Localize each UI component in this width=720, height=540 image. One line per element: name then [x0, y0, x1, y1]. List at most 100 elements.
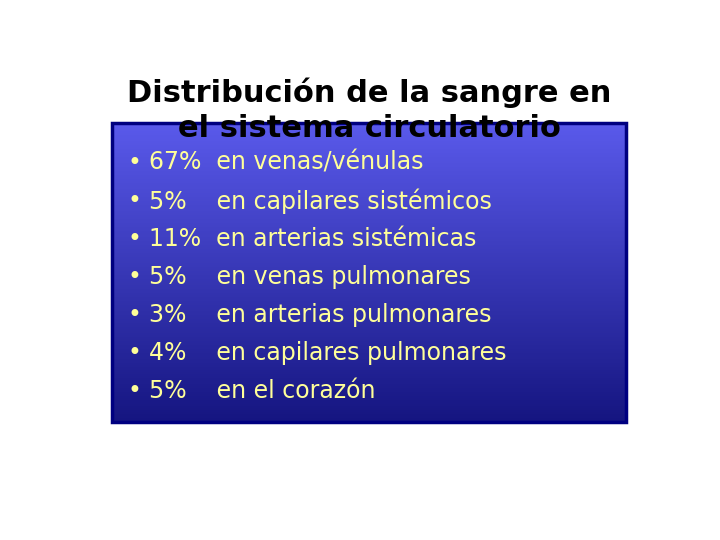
Bar — [112, 382, 626, 384]
Bar — [112, 203, 626, 205]
Bar — [112, 169, 626, 171]
Bar — [112, 237, 626, 239]
Bar — [112, 333, 626, 335]
Bar — [112, 173, 626, 175]
Bar — [112, 404, 626, 407]
Bar — [112, 191, 626, 193]
Text: 5%    en el corazón: 5% en el corazón — [148, 379, 375, 403]
Bar — [112, 233, 626, 235]
Text: 11%  en arterias sistémicas: 11% en arterias sistémicas — [148, 227, 476, 251]
Bar — [112, 330, 626, 333]
Bar — [112, 215, 626, 217]
Bar — [112, 381, 626, 382]
Bar — [112, 179, 626, 181]
Bar — [112, 273, 626, 275]
Bar — [112, 253, 626, 255]
Text: Distribución de la sangre en
el sistema circulatorio: Distribución de la sangre en el sistema … — [127, 77, 611, 143]
Bar — [112, 125, 626, 127]
Bar — [112, 177, 626, 179]
Bar — [112, 276, 626, 279]
Bar — [112, 171, 626, 173]
Bar — [112, 147, 626, 149]
Bar — [112, 348, 626, 350]
Bar — [112, 227, 626, 229]
Bar — [112, 269, 626, 271]
Text: 5%    en venas pulmonares: 5% en venas pulmonares — [148, 265, 470, 289]
Bar — [112, 197, 626, 199]
Bar — [112, 319, 626, 321]
Bar — [112, 223, 626, 225]
Bar — [112, 327, 626, 328]
Bar — [112, 336, 626, 339]
Text: •: • — [127, 189, 142, 213]
Bar — [112, 361, 626, 362]
Bar — [112, 370, 626, 373]
Bar — [112, 205, 626, 207]
Bar — [112, 393, 626, 394]
Bar — [112, 316, 626, 319]
Bar — [112, 213, 626, 215]
Bar — [112, 159, 626, 161]
Bar — [112, 291, 626, 293]
Bar — [112, 342, 626, 345]
Bar — [112, 249, 626, 251]
Bar — [112, 379, 626, 381]
Bar — [112, 193, 626, 195]
Bar — [112, 239, 626, 241]
Text: 4%    en capilares pulmonares: 4% en capilares pulmonares — [148, 341, 506, 365]
Text: •: • — [127, 303, 142, 327]
Bar — [112, 199, 626, 201]
Bar — [112, 207, 626, 209]
Text: 3%    en arterias pulmonares: 3% en arterias pulmonares — [148, 303, 491, 327]
Bar — [112, 388, 626, 390]
Bar — [112, 145, 626, 147]
Bar — [112, 161, 626, 163]
Bar — [112, 282, 626, 285]
Bar — [112, 183, 626, 185]
Bar — [112, 353, 626, 355]
Bar — [112, 221, 626, 223]
Text: 5%    en capilares sistémicos: 5% en capilares sistémicos — [148, 188, 492, 214]
Bar — [112, 141, 626, 143]
Bar — [112, 135, 626, 137]
Bar — [112, 175, 626, 177]
Bar — [112, 271, 626, 273]
Bar — [112, 231, 626, 233]
Bar — [112, 335, 626, 336]
Bar — [112, 307, 626, 309]
Bar — [112, 418, 626, 421]
Text: •: • — [127, 265, 142, 289]
Bar — [112, 299, 626, 301]
Bar — [112, 355, 626, 356]
Bar — [112, 295, 626, 296]
Bar — [112, 310, 626, 313]
Bar — [112, 259, 626, 261]
Bar — [112, 279, 626, 281]
Bar — [112, 413, 626, 414]
Bar — [112, 129, 626, 131]
Bar — [112, 163, 626, 165]
Bar — [112, 256, 626, 259]
Bar — [112, 133, 626, 135]
Bar — [112, 247, 626, 249]
Bar — [112, 359, 626, 361]
Bar — [112, 345, 626, 347]
Bar — [112, 251, 626, 253]
Bar — [112, 421, 626, 422]
Bar — [112, 401, 626, 402]
Bar — [112, 151, 626, 153]
Bar — [112, 407, 626, 408]
Bar — [112, 285, 626, 287]
Bar — [112, 225, 626, 227]
Bar — [112, 157, 626, 159]
Bar — [112, 181, 626, 183]
Bar — [112, 245, 626, 247]
Bar — [112, 123, 626, 422]
Bar — [112, 328, 626, 330]
Text: •: • — [127, 227, 142, 251]
Bar — [112, 339, 626, 341]
Bar — [112, 195, 626, 197]
Bar — [112, 287, 626, 289]
Bar — [112, 305, 626, 307]
Bar — [112, 235, 626, 237]
